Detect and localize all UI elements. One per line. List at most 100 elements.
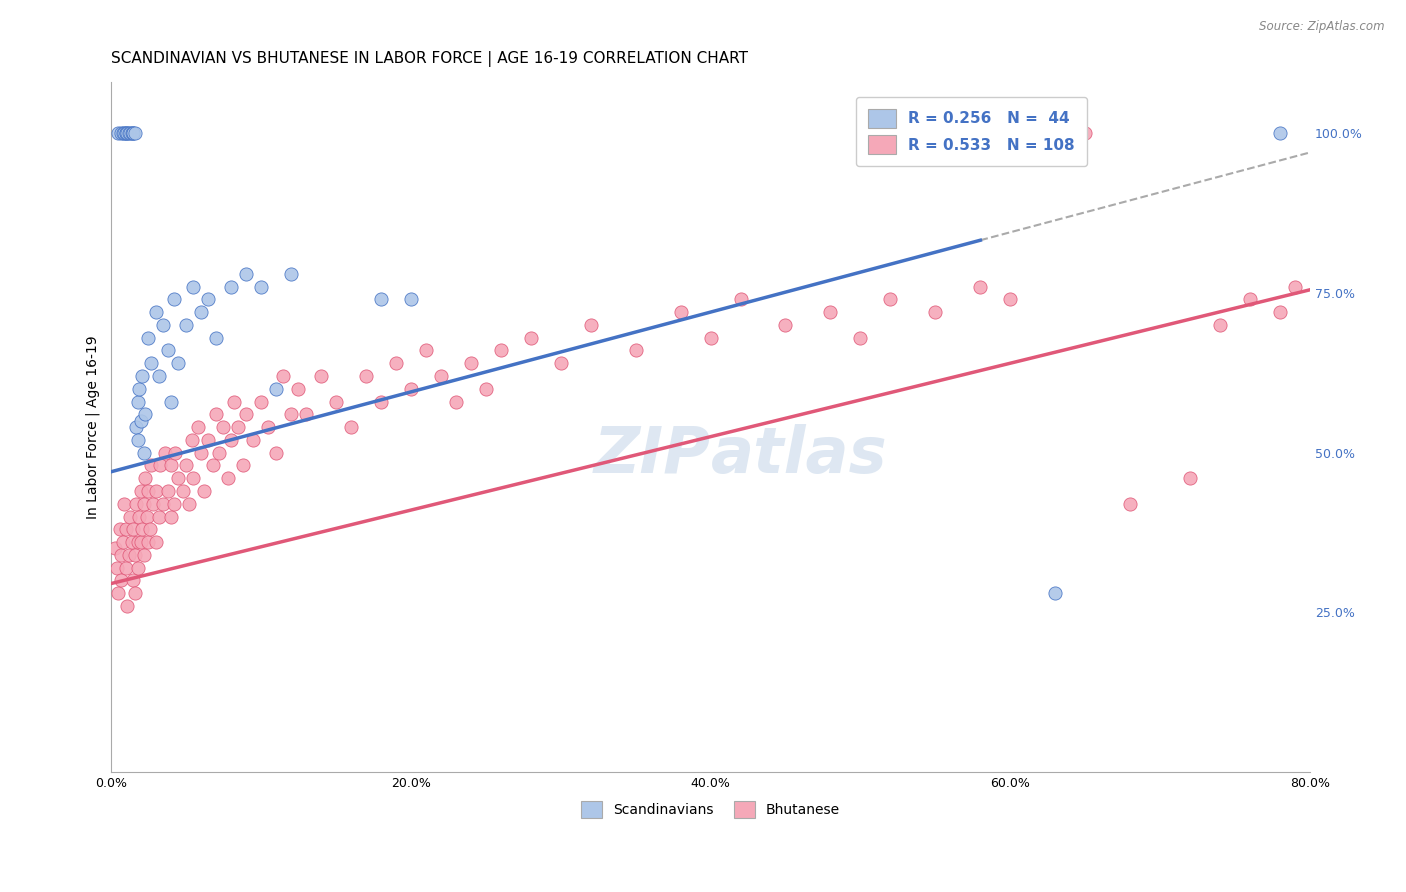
Point [122,522,145,536]
Point [174,458,197,473]
Point [180,433,202,447]
Point [669,305,692,319]
Point [228,420,250,434]
Point [174,318,197,332]
Point [820,305,842,319]
Point [120,126,142,140]
Point [370,394,392,409]
Point [120,509,142,524]
Point [287,382,309,396]
Point [163,497,186,511]
Point [112,497,135,511]
Point [183,471,205,485]
Point [127,560,149,574]
Point [354,369,377,384]
Point [167,356,190,370]
Point [849,331,872,345]
Point [115,560,138,574]
Point [165,445,187,459]
Point [141,458,163,473]
Point [924,305,946,319]
Point [235,267,257,281]
Point [138,535,160,549]
Point [309,369,332,384]
Point [257,420,280,434]
Point [579,318,602,332]
Point [444,394,467,409]
Point [117,599,139,613]
Point [172,483,194,498]
Point [156,483,179,498]
Point [124,126,146,140]
Text: ZIP: ZIP [593,424,710,485]
Point [384,356,406,370]
Point [242,433,264,447]
Point [138,331,160,345]
Point [152,318,174,332]
Point [118,126,141,140]
Point [148,509,170,524]
Point [294,407,316,421]
Point [160,509,183,524]
Point [122,126,145,140]
Point [197,433,219,447]
Text: Source: ZipAtlas.com: Source: ZipAtlas.com [1260,20,1385,33]
Point [111,126,134,140]
Point [415,343,437,358]
Text: atlas: atlas [710,424,887,485]
Point [108,522,131,536]
Point [152,497,174,511]
Point [127,433,149,447]
Point [624,343,647,358]
Point [105,560,128,574]
Point [129,535,152,549]
Point [112,126,135,140]
Point [1270,305,1292,319]
Point [1045,586,1067,600]
Point [127,394,149,409]
Point [1239,293,1261,307]
Point [163,293,186,307]
Point [250,279,273,293]
Point [193,483,215,498]
Point [135,509,157,524]
Point [190,445,212,459]
Point [107,126,129,140]
Point [489,343,512,358]
Point [280,407,302,421]
Point [222,394,245,409]
Point [115,126,138,140]
Point [1045,126,1067,140]
Point [142,497,165,511]
Point [399,382,422,396]
Point [111,535,134,549]
Point [160,458,183,473]
Point [156,343,179,358]
Point [190,305,212,319]
Point [122,126,145,140]
Point [115,522,138,536]
Point [153,445,176,459]
Point [1270,126,1292,140]
Point [128,509,150,524]
Point [121,126,143,140]
Point [460,356,482,370]
Point [879,293,901,307]
Point [264,382,287,396]
Point [134,407,156,421]
Point [969,279,991,293]
Y-axis label: In Labor Force | Age 16-19: In Labor Force | Age 16-19 [86,335,100,519]
Point [139,522,162,536]
Point [138,483,160,498]
Point [124,548,146,562]
Point [280,267,302,281]
Point [1074,126,1097,140]
Point [235,407,257,421]
Point [160,394,183,409]
Point [149,458,172,473]
Point [145,305,167,319]
Point [125,420,148,434]
Point [212,420,235,434]
Point [250,394,273,409]
Point [550,356,572,370]
